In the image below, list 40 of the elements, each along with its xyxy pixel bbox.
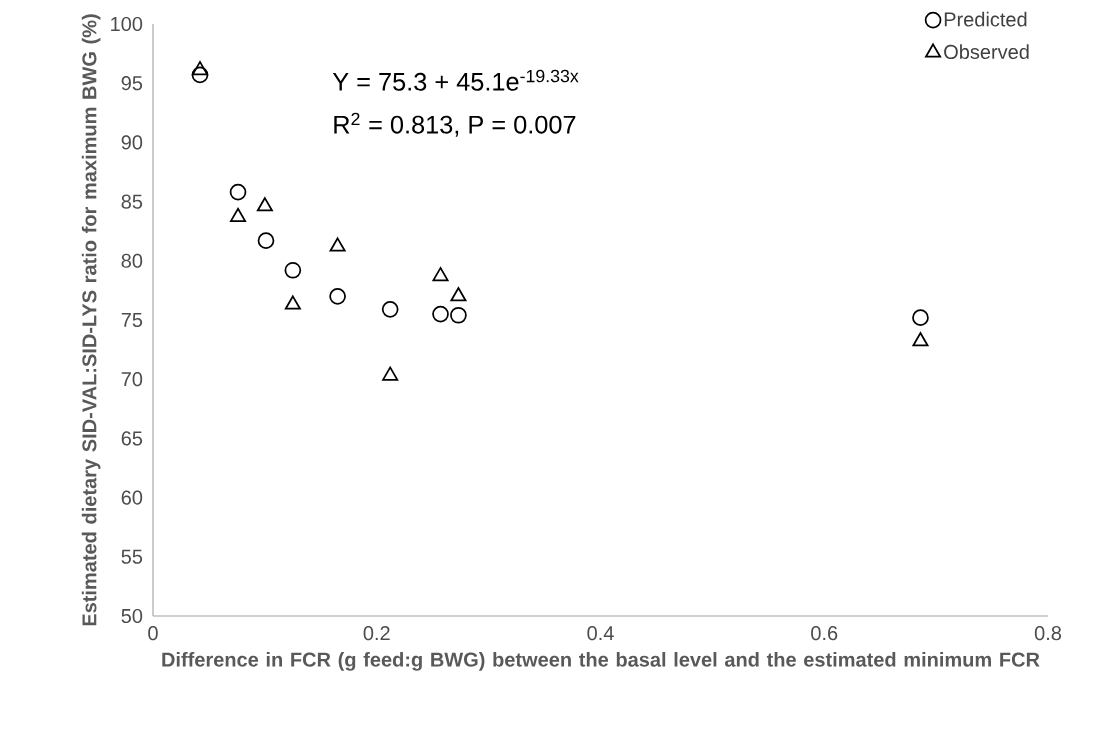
y-tick-label: 90 (121, 135, 143, 150)
x-tick-label: 0 (148, 626, 158, 641)
point (912, 332, 929, 347)
y-tick-label: 95 (121, 76, 143, 91)
point (912, 309, 929, 326)
x-tick-label: 0.2 (363, 626, 390, 641)
x-tick-label: 0.4 (587, 626, 614, 641)
point (432, 267, 449, 282)
x-tick-label: 0.6 (811, 626, 838, 641)
point (382, 366, 399, 381)
y-tick-label: 60 (121, 490, 143, 505)
point (230, 207, 247, 222)
point (432, 305, 449, 323)
y-tick-label: 75 (121, 313, 143, 327)
x-axis-title: Difference in FCR (g feed:g BWG) between the basal level and the estimated minimum FCR (162, 652, 1040, 671)
x-tick-label: 0.8 (1034, 626, 1062, 641)
point (191, 61, 209, 76)
point (191, 66, 209, 84)
y-tick-label: 85 (121, 194, 143, 209)
y-tick-label: 80 (121, 253, 143, 268)
point (329, 237, 346, 252)
annotation: Y = 75.3 + 45.1e$^{-19.33x}$ (332, 69, 579, 91)
point (256, 197, 273, 212)
point (450, 306, 467, 324)
point (284, 261, 302, 279)
y-tick-label: 50 (121, 608, 143, 624)
y-tick-label: 70 (121, 372, 143, 387)
y-axis-title: Estimated dietary SID-VAL:SID-LYS ratio for maximum BWG (%) (81, 14, 101, 626)
point (284, 295, 301, 310)
y-tick-label: 65 (121, 431, 143, 446)
point (257, 232, 275, 250)
y-tick-label: 100 (111, 16, 143, 32)
point (329, 287, 346, 305)
annotation: R$^{2}$ = 0.813, P = 0.007 (334, 112, 576, 137)
point (450, 287, 467, 302)
y-tick-label: 55 (121, 549, 143, 564)
point (229, 183, 247, 201)
point (381, 301, 399, 318)
legend-label: Observed (944, 44, 1029, 60)
legend-label: Predicted (944, 11, 1027, 27)
